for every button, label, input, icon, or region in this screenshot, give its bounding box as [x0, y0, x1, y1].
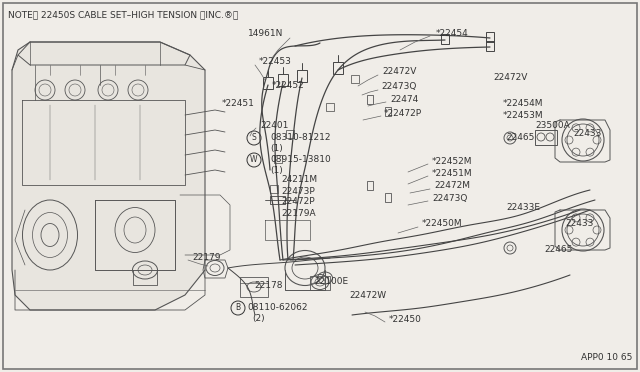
Text: *22451M: *22451M: [432, 169, 472, 177]
Text: 23500A: 23500A: [535, 122, 570, 131]
Text: 08110-62062: 08110-62062: [247, 304, 307, 312]
Bar: [240, 277, 268, 297]
Text: *22450M: *22450M: [422, 219, 463, 228]
Text: 22433E: 22433E: [506, 203, 540, 212]
Polygon shape: [12, 42, 205, 310]
Text: *22454M: *22454M: [503, 99, 543, 108]
Bar: [441, 34, 449, 44]
Text: *22452: *22452: [272, 81, 305, 90]
Bar: [270, 185, 278, 193]
Bar: [263, 77, 273, 89]
Text: 22473P: 22473P: [281, 186, 315, 196]
Text: (1): (1): [270, 144, 283, 154]
Text: *22453: *22453: [259, 58, 292, 67]
Text: NOTE、 22450S CABLE SET–HIGH TENSION 〈INC.®〉: NOTE、 22450S CABLE SET–HIGH TENSION 〈INC…: [8, 10, 238, 19]
Bar: [278, 74, 288, 86]
Text: B: B: [236, 304, 241, 312]
Text: *22454: *22454: [436, 29, 468, 38]
Text: APP0 10 65: APP0 10 65: [580, 353, 632, 362]
Text: 22465: 22465: [544, 244, 572, 253]
Text: 22472W: 22472W: [349, 291, 386, 299]
Text: 22179: 22179: [192, 253, 221, 263]
Bar: [270, 196, 285, 204]
Bar: [286, 130, 294, 138]
Text: 08915-13810: 08915-13810: [270, 155, 331, 164]
Text: 22100E: 22100E: [314, 276, 348, 285]
Text: *22452M: *22452M: [432, 157, 472, 166]
Text: 22473Q: 22473Q: [381, 83, 417, 92]
Text: 22433: 22433: [565, 219, 593, 228]
Text: *22451: *22451: [222, 99, 255, 108]
Bar: [95, 200, 175, 270]
Text: 22472M: 22472M: [434, 182, 470, 190]
Text: (1): (1): [270, 167, 283, 176]
Text: 22179A: 22179A: [281, 208, 316, 218]
Bar: [367, 181, 373, 190]
Text: 22472V: 22472V: [382, 67, 417, 77]
Bar: [297, 70, 307, 82]
Text: 22474: 22474: [390, 94, 419, 103]
Text: 24211M: 24211M: [281, 174, 317, 183]
Text: W: W: [250, 155, 258, 164]
Text: 22473Q: 22473Q: [432, 193, 467, 202]
Text: *22450: *22450: [389, 315, 422, 324]
Text: 14961N: 14961N: [248, 29, 284, 38]
Text: 08310-81212: 08310-81212: [270, 134, 330, 142]
Bar: [385, 107, 391, 116]
Bar: [310, 276, 330, 290]
Text: 22401: 22401: [260, 122, 289, 131]
Bar: [535, 130, 557, 145]
Text: 22433: 22433: [573, 128, 602, 138]
Bar: [385, 193, 391, 202]
Text: 22472V: 22472V: [493, 73, 527, 81]
Text: S: S: [252, 134, 257, 142]
Text: 22178: 22178: [254, 280, 282, 289]
Text: 22472P: 22472P: [281, 198, 315, 206]
Bar: [351, 75, 359, 83]
Text: 22465: 22465: [506, 134, 534, 142]
Bar: [486, 41, 494, 51]
Bar: [486, 32, 494, 42]
Text: *22472P: *22472P: [384, 109, 422, 118]
Bar: [333, 62, 343, 74]
Text: *22453M: *22453M: [503, 112, 543, 121]
Bar: [367, 95, 373, 104]
Text: (2): (2): [252, 314, 264, 324]
Bar: [326, 103, 334, 111]
Bar: [274, 155, 282, 163]
